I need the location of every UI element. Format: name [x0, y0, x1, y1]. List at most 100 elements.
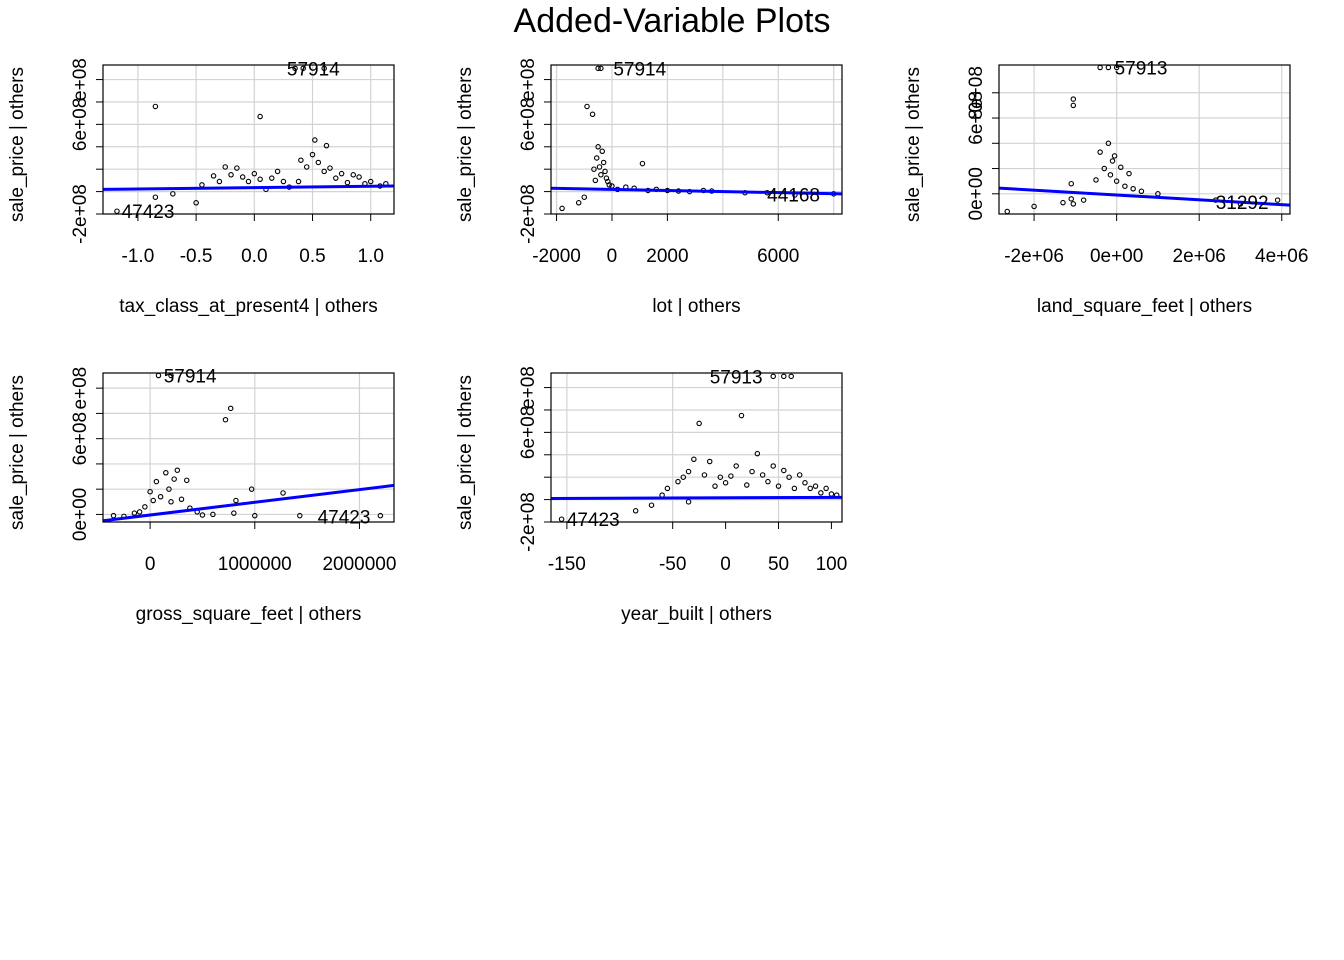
y-axis-label: sale_price | others: [7, 67, 28, 222]
x-axis-label: year_built | others: [621, 604, 772, 625]
data-point: [168, 499, 174, 505]
x-tick-label: -1.0: [122, 246, 155, 267]
x-tick-label: 2e+06: [1173, 246, 1226, 267]
regression-line: [999, 186, 1290, 207]
data-point: [251, 170, 258, 177]
y-tick-label: e+08: [518, 58, 539, 101]
plot-frame: [102, 372, 395, 523]
data-point: [153, 478, 160, 485]
data-point: [233, 497, 239, 504]
point-label: 47423: [318, 507, 371, 528]
y-tick-label: -2e+08: [518, 184, 539, 244]
data-point: [183, 477, 190, 484]
point-label: 47423: [567, 510, 620, 531]
y-axis-label: sale_price | others: [903, 67, 924, 222]
data-point: [812, 483, 819, 489]
x-tick-label: 2000: [646, 246, 688, 267]
data-point: [770, 463, 776, 469]
data-point: [575, 200, 582, 206]
data-point: [558, 516, 565, 522]
data-point: [598, 172, 604, 178]
data-point: [786, 474, 792, 480]
x-tick-label: 0: [720, 554, 731, 575]
y-tick-label: e+08: [70, 367, 91, 410]
data-point: [152, 194, 159, 200]
plot-frame: [550, 372, 843, 523]
x-tick-label: 0.5: [299, 246, 325, 267]
data-point: [759, 472, 766, 478]
data-point: [222, 416, 229, 423]
x-tick-label: 6000: [757, 246, 799, 267]
x-tick-label: 0.0: [241, 246, 267, 267]
data-point: [1060, 199, 1066, 206]
data-point: [298, 157, 304, 163]
data-point: [1004, 208, 1011, 214]
data-point: [1068, 196, 1074, 202]
data-point: [245, 178, 252, 185]
data-point: [1138, 188, 1145, 195]
data-point: [1105, 140, 1112, 147]
x-tick-label: 1.0: [358, 246, 384, 267]
data-point: [606, 182, 612, 188]
figure-title: Added-Variable Plots: [513, 2, 831, 40]
data-point: [333, 175, 339, 181]
data-point: [136, 509, 143, 515]
data-point: [210, 511, 216, 518]
data-point: [228, 172, 234, 178]
data-point: [596, 164, 603, 170]
data-point: [589, 111, 596, 118]
x-tick-label: 50: [768, 554, 789, 575]
data-point: [142, 504, 148, 510]
data-point: [239, 174, 246, 180]
x-tick-label: 100: [816, 554, 848, 575]
data-point: [685, 499, 692, 505]
data-point: [584, 103, 590, 110]
data-point: [257, 113, 263, 120]
data-point: [791, 485, 798, 492]
data-point: [231, 510, 237, 516]
data-point: [696, 420, 702, 427]
added-variable-plot-5: -150 -50 0 50 100 -2e+08 6e+08e+08 year_built |…: [455, 366, 847, 625]
data-point: [367, 178, 374, 185]
data-point: [157, 493, 164, 500]
point-label: 57914: [613, 59, 666, 80]
data-point: [828, 491, 835, 497]
data-point: [1122, 183, 1128, 189]
data-point: [802, 480, 808, 486]
data-point: [1080, 197, 1087, 203]
data-point: [315, 159, 322, 166]
data-point: [269, 175, 275, 181]
y-tick-label: 0e+00: [70, 488, 91, 541]
point-label: 57914: [164, 367, 217, 388]
data-point: [1031, 203, 1037, 210]
data-point: [648, 502, 655, 508]
data-point: [227, 405, 234, 412]
data-point: [1113, 178, 1120, 184]
data-point: [701, 472, 708, 478]
data-point: [664, 485, 671, 492]
y-tick-label: 6e+08: [966, 91, 987, 144]
x-tick-label: -150: [548, 554, 586, 575]
data-point: [248, 486, 255, 492]
data-point: [257, 176, 263, 183]
data-point: [155, 373, 162, 379]
data-point: [321, 168, 327, 175]
data-point: [170, 191, 176, 197]
plot-data-group: [103, 373, 394, 522]
plot-data-group: [551, 65, 842, 212]
data-point: [152, 103, 159, 110]
data-point: [1118, 164, 1124, 171]
data-point: [147, 488, 153, 495]
data-point: [823, 485, 829, 492]
plot-frame: [102, 64, 395, 215]
data-point: [592, 177, 599, 184]
data-point: [1130, 185, 1136, 192]
data-point: [110, 512, 117, 519]
y-tick-label: -2e+08: [518, 492, 539, 552]
data-point: [754, 450, 761, 457]
data-point: [593, 155, 600, 161]
plot-data-group: [999, 65, 1290, 214]
data-point: [1097, 65, 1103, 71]
regression-line: [551, 495, 842, 500]
